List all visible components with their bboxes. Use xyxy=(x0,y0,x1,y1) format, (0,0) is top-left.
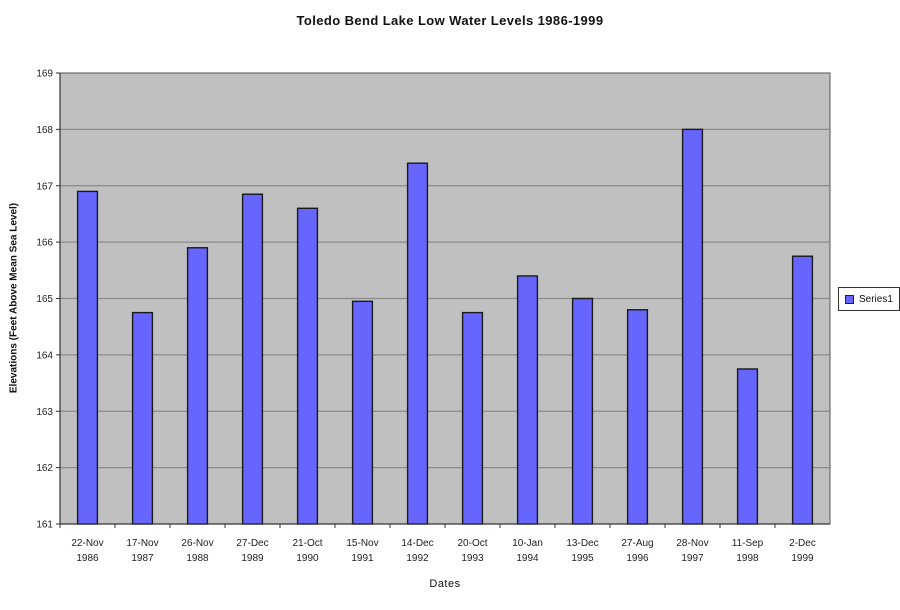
x-tick-label: 17-Nov xyxy=(126,538,158,549)
x-axis-title: Dates xyxy=(429,578,461,590)
y-tick-label: 168 xyxy=(36,125,53,136)
bar xyxy=(406,162,429,525)
x-tick-label: 13-Dec xyxy=(566,538,598,549)
x-tick-label-year: 1998 xyxy=(736,553,759,564)
bar xyxy=(626,309,649,525)
x-tick-label: 26-Nov xyxy=(181,538,213,549)
x-tick-label-year: 1997 xyxy=(681,553,704,564)
bar xyxy=(296,207,319,525)
x-tick-label: 28-Nov xyxy=(676,538,708,549)
bar xyxy=(516,275,539,525)
y-axis-title-text: Elevations (Feet Above Mean Sea Level) xyxy=(8,202,20,394)
x-tick-label: 10-Jan xyxy=(512,538,543,549)
y-tick-label: 163 xyxy=(36,407,53,418)
bar xyxy=(131,311,154,525)
bar xyxy=(241,193,264,525)
chart-title: Toledo Bend Lake Low Water Levels 1986-1… xyxy=(296,13,604,28)
y-tick-label: 169 xyxy=(36,69,53,80)
bar xyxy=(76,190,99,525)
x-tick-label-year: 1990 xyxy=(296,553,319,564)
x-tick-label-year: 1993 xyxy=(461,553,484,564)
legend-swatch xyxy=(845,294,854,304)
x-tick-label: 27-Dec xyxy=(236,538,268,549)
bar xyxy=(791,255,814,525)
x-tick-label-year: 1988 xyxy=(186,553,209,564)
y-tick-label: 161 xyxy=(36,520,53,531)
x-tick-label: 15-Nov xyxy=(346,538,378,549)
x-tick-label: 21-Oct xyxy=(292,538,322,549)
x-tick-label-year: 1992 xyxy=(406,553,429,564)
legend-label: Series1 xyxy=(859,293,893,305)
y-tick-label: 166 xyxy=(36,238,53,249)
x-tick-label: 11-Sep xyxy=(732,538,764,549)
bar xyxy=(186,247,209,525)
x-tick-label: 14-Dec xyxy=(401,538,433,549)
bar xyxy=(351,300,374,525)
bar xyxy=(736,368,759,525)
bar xyxy=(681,128,704,525)
bar xyxy=(461,311,484,525)
bar xyxy=(571,297,594,525)
x-tick-label-year: 1987 xyxy=(131,553,154,564)
x-tick-label-year: 1989 xyxy=(241,553,264,564)
y-tick-label: 167 xyxy=(36,181,53,192)
x-tick-label: 2-Dec xyxy=(789,538,816,549)
x-tick-label: 22-Nov xyxy=(71,538,103,549)
y-tick-label: 165 xyxy=(36,294,53,305)
x-tick-label-year: 1991 xyxy=(351,553,374,564)
x-tick-label-year: 1986 xyxy=(76,553,99,564)
y-tick-label: 164 xyxy=(36,350,53,361)
x-tick-label-year: 1996 xyxy=(626,553,649,564)
x-tick-label-year: 1994 xyxy=(516,553,539,564)
x-tick-label: 27-Aug xyxy=(621,538,653,549)
x-tick-label-year: 1995 xyxy=(571,553,594,564)
x-tick-label: 20-Oct xyxy=(457,538,487,549)
legend: Series1 xyxy=(838,287,900,311)
x-tick-label-year: 1999 xyxy=(791,553,814,564)
y-tick-label: 162 xyxy=(36,463,53,474)
